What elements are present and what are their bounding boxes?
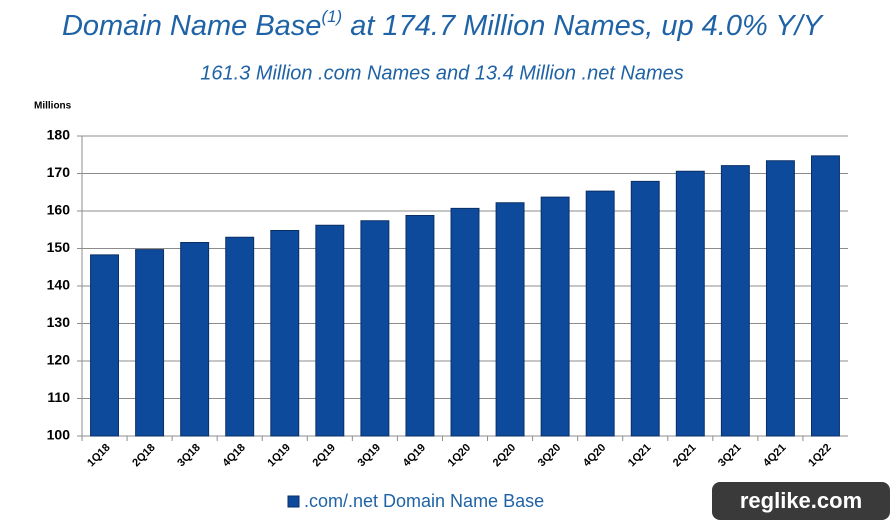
x-tick-label: 1Q18 — [85, 442, 113, 470]
x-tick-label: 1Q20 — [446, 442, 474, 470]
legend-label: .com/.net Domain Name Base — [304, 491, 544, 511]
x-tick-label: 2Q19 — [310, 442, 338, 470]
bar — [765, 160, 795, 437]
x-tick-label: 4Q19 — [401, 442, 429, 470]
legend-swatch — [287, 495, 300, 508]
x-tick-label: 2Q21 — [671, 442, 699, 470]
x-tick-label: 2Q18 — [130, 442, 158, 470]
bar — [405, 215, 435, 437]
bar — [360, 220, 390, 437]
title-rest: at 174.7 Million Names, up 4.0% Y/Y — [342, 10, 824, 42]
x-tick-label: 4Q18 — [220, 442, 248, 470]
x-tick-label: 3Q21 — [716, 442, 744, 470]
y-tick-label: 150 — [47, 239, 71, 255]
bar — [315, 224, 345, 437]
x-tick-label: 1Q19 — [265, 442, 293, 470]
watermark: reglike.com — [740, 488, 862, 513]
bar — [495, 202, 525, 437]
bar — [135, 249, 165, 437]
title-footnote: (1) — [321, 7, 342, 26]
watermark-badge — [712, 482, 890, 520]
x-tick-label: 3Q19 — [356, 442, 384, 470]
title-main: Domain Name Base — [62, 10, 322, 42]
bar — [675, 170, 705, 437]
bar — [540, 196, 570, 437]
x-tick-label: 4Q20 — [581, 442, 609, 470]
bar — [811, 155, 840, 437]
bar — [225, 236, 255, 437]
bar — [630, 180, 660, 437]
x-tick-label: 4Q21 — [761, 442, 789, 470]
bar — [720, 165, 750, 437]
y-tick-label: 100 — [47, 427, 71, 443]
bar — [180, 242, 210, 437]
bar — [270, 230, 300, 437]
x-tick-label: 1Q22 — [806, 442, 834, 470]
x-tick-label: 1Q21 — [626, 442, 654, 470]
y-tick-label: 160 — [47, 202, 71, 218]
x-tick-label: 2Q20 — [491, 442, 519, 470]
y-axis-label: Millions — [34, 101, 72, 112]
y-tick-label: 120 — [47, 352, 71, 368]
chart-subtitle: 161.3 Million .com Names and 13.4 Millio… — [200, 62, 684, 84]
chart-title: Domain Name Base(1) at 174.7 Million Nam… — [62, 7, 825, 41]
y-tick-label: 110 — [47, 389, 70, 405]
bar — [450, 207, 480, 437]
bar — [90, 254, 119, 437]
x-tick-label: 3Q18 — [175, 442, 203, 470]
y-tick-label: 170 — [47, 164, 71, 180]
y-tick-label: 180 — [47, 127, 71, 143]
y-tick-label: 140 — [47, 277, 71, 293]
x-tick-label: 3Q20 — [536, 442, 564, 470]
y-tick-label: 130 — [47, 314, 71, 330]
bar — [585, 190, 615, 437]
